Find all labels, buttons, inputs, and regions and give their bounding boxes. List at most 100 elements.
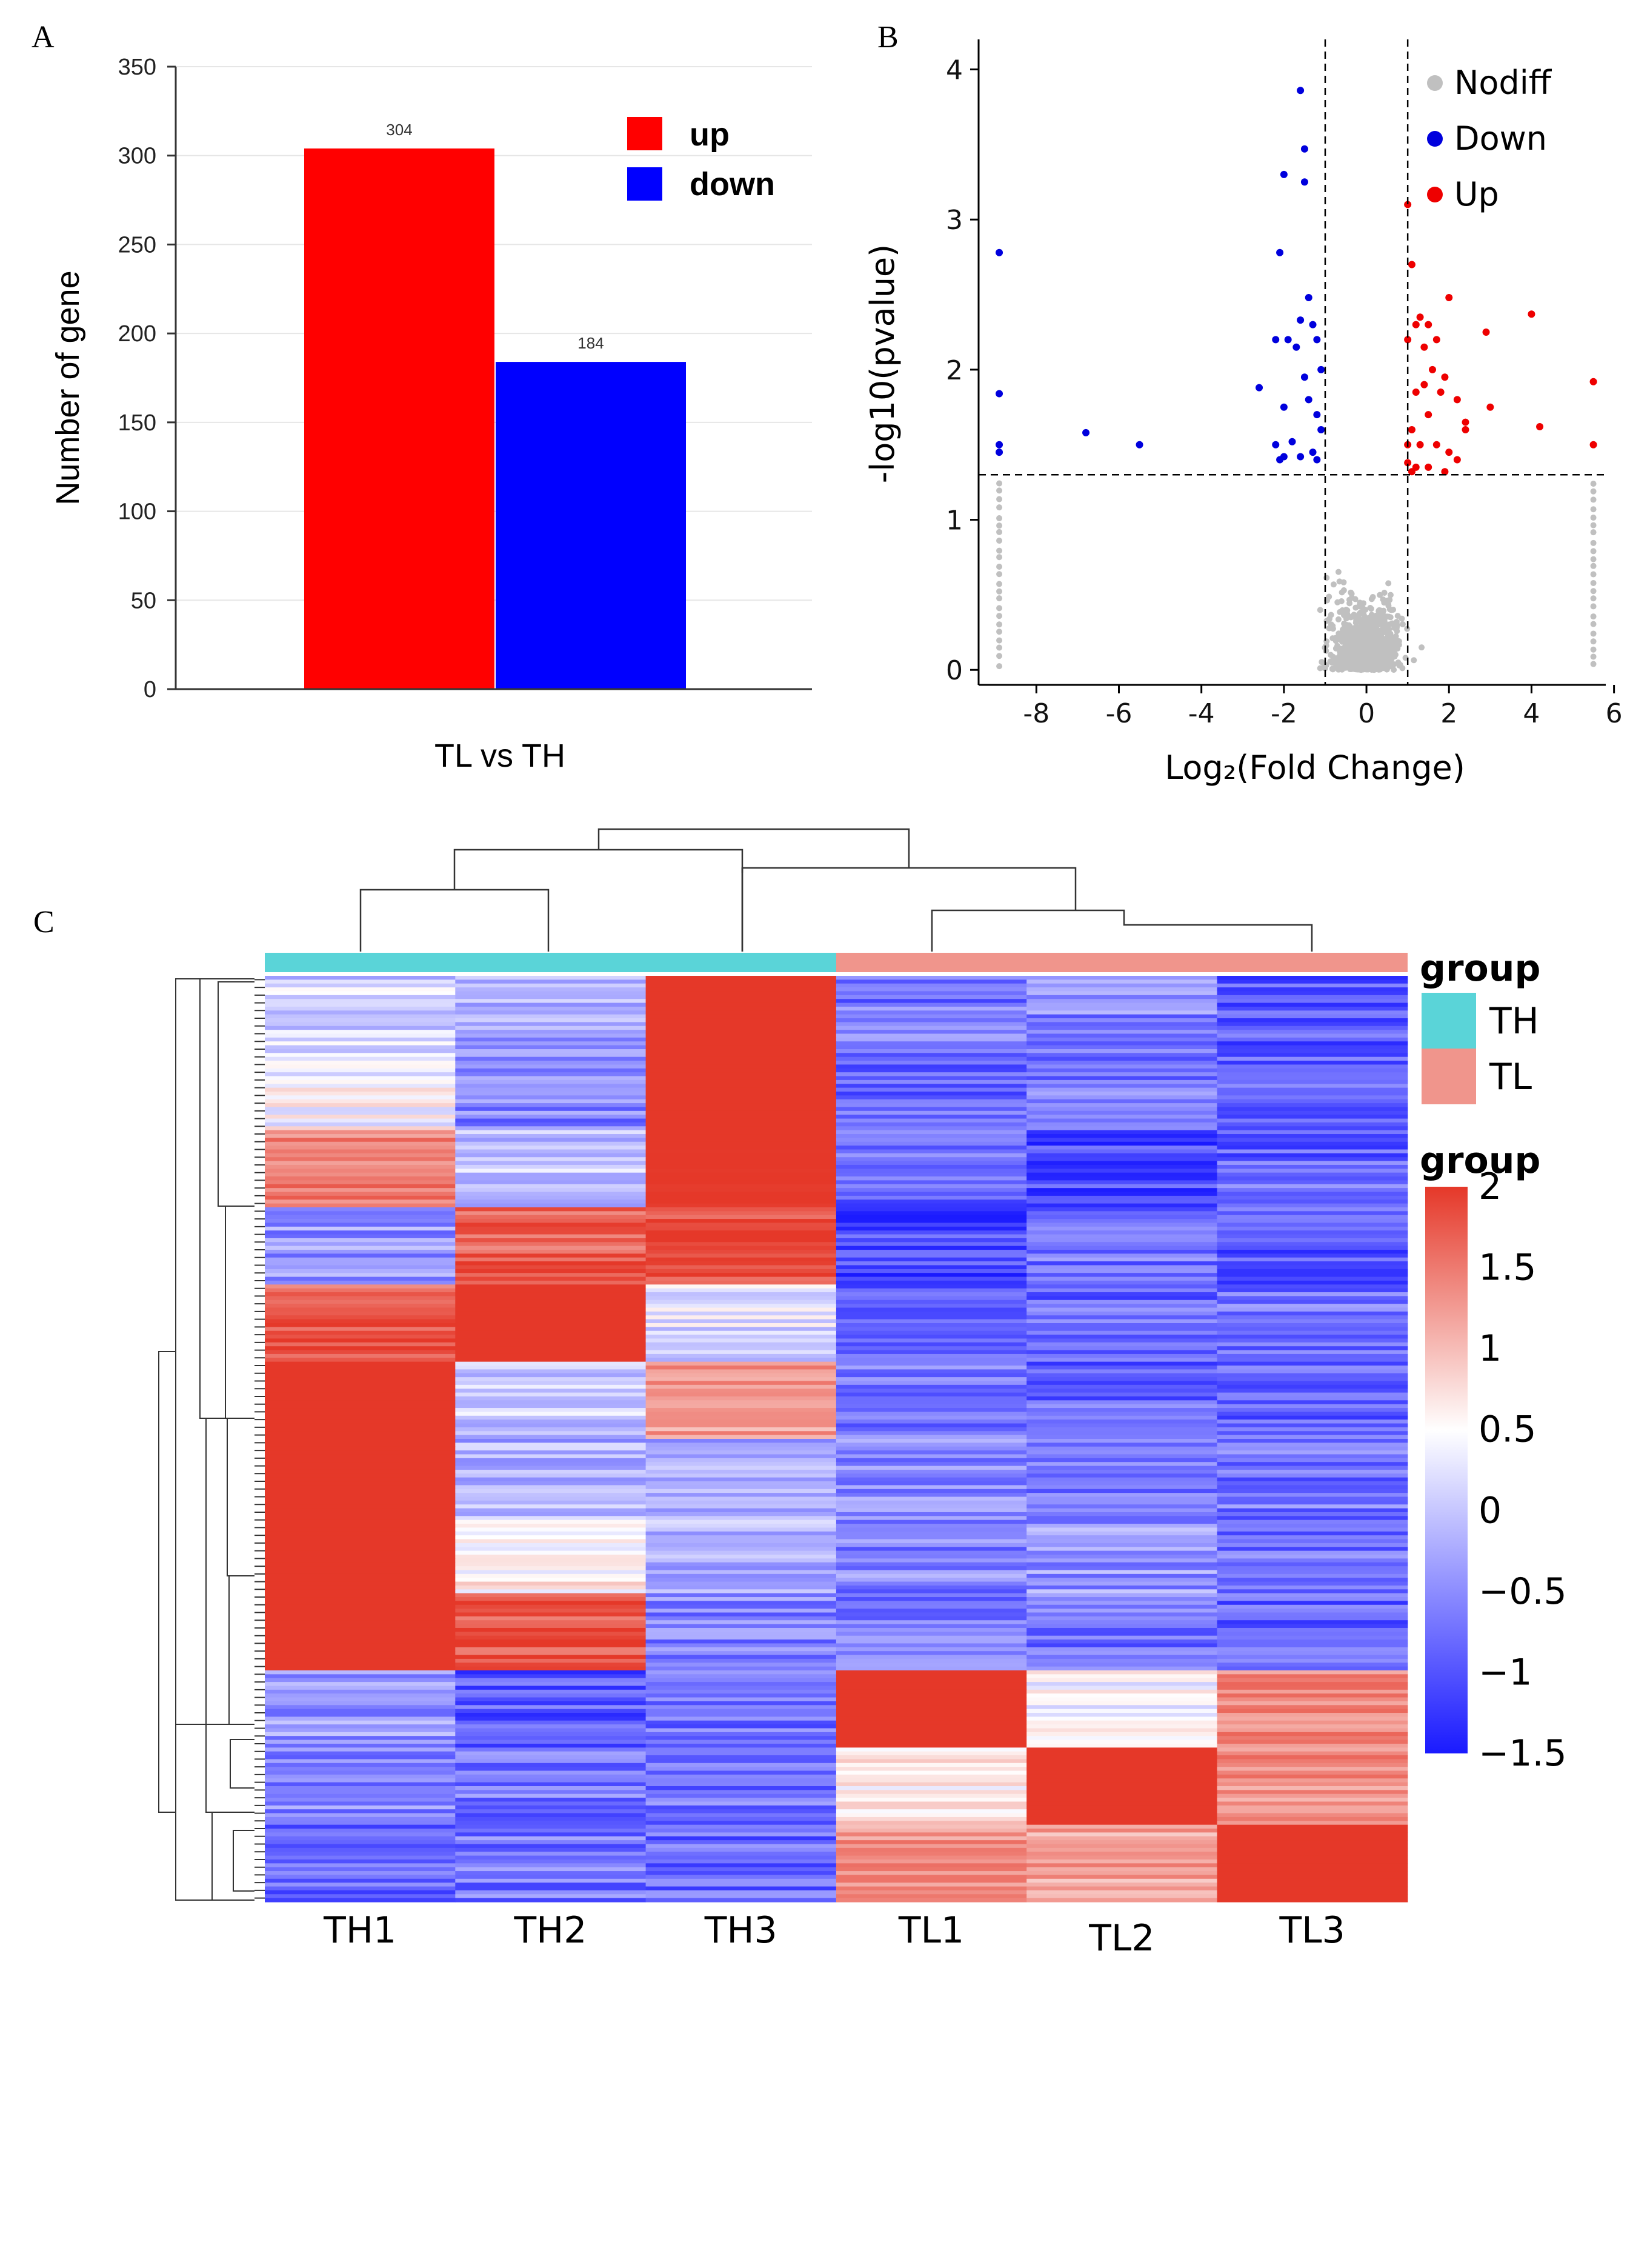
heatmap-cell: [265, 1485, 456, 1490]
heatmap-cell: [1217, 1663, 1408, 1667]
heatmap-cell: [265, 1276, 456, 1281]
heatmap-cell: [1217, 1616, 1408, 1621]
heatmap-cell: [1217, 1180, 1408, 1185]
heatmap-cell: [1026, 1176, 1218, 1181]
heatmap-cell: [836, 1462, 1027, 1467]
heatmap-cell: [1217, 1716, 1408, 1721]
heatmap-cell: [265, 1115, 456, 1119]
point-nodiff: [1419, 644, 1425, 651]
heatmap-cell: [645, 1288, 837, 1293]
heatmap-cell: [455, 1573, 647, 1578]
heatmap-cell: [455, 1527, 647, 1532]
heatmap-cell: [1217, 1581, 1408, 1586]
heatmap-cell: [645, 1211, 837, 1216]
heatmap-cell: [1026, 1253, 1218, 1258]
heatmap-cell: [265, 1099, 456, 1104]
heatmap-cell: [645, 1435, 837, 1439]
heatmap-cell: [1217, 1311, 1408, 1316]
heatmap-cell: [836, 1346, 1027, 1351]
heatmap-cell: [265, 1207, 456, 1212]
heatmap-cell: [1217, 1450, 1408, 1455]
heatmap-cell: [265, 1273, 456, 1278]
point-down: [1313, 456, 1321, 464]
point-up: [1462, 425, 1469, 433]
heatmap-cell: [645, 987, 837, 992]
heatmap-cell: [645, 1377, 837, 1382]
heatmap-cell: [836, 1573, 1027, 1578]
point-nodiff: [1590, 603, 1597, 610]
heatmap-cell: [836, 1585, 1027, 1590]
heatmap-cell: [1217, 1678, 1408, 1683]
heatmap-cell: [1217, 1207, 1408, 1212]
heatmap-cell: [265, 1678, 456, 1683]
point-nodiff: [1385, 580, 1392, 587]
heatmap-cell: [1026, 1450, 1218, 1455]
heatmap-cell: [836, 1072, 1027, 1077]
heatmap-cell: [1026, 1192, 1218, 1196]
heatmap-cell: [455, 1829, 647, 1833]
heatmap-cell: [836, 1130, 1027, 1135]
legend-down-dot: [1427, 131, 1443, 147]
point-nodiff: [1394, 637, 1400, 644]
heatmap-cell: [1026, 1103, 1218, 1108]
heatmap-cell: [1217, 1195, 1408, 1200]
heatmap-cell: [455, 1890, 647, 1895]
heatmap-cell: [1026, 1092, 1218, 1096]
heatmap-cell: [1026, 1358, 1218, 1362]
point-nodiff: [1590, 646, 1597, 653]
heatmap-cell: [1217, 1327, 1408, 1332]
point-nodiff: [1377, 592, 1383, 598]
heatmap-cell: [645, 1786, 837, 1790]
heatmap-cell: [455, 1593, 647, 1598]
heatmap-cell: [1026, 1033, 1218, 1038]
heatmap-cell: [1217, 1620, 1408, 1625]
point-nodiff: [1355, 615, 1362, 621]
heatmap-cell: [1026, 1496, 1218, 1501]
heatmap-cell: [455, 1875, 647, 1879]
heatmap-cell: [836, 1431, 1027, 1436]
heatmap-cell: [455, 1330, 647, 1335]
heatmap-cell: [455, 1238, 647, 1242]
heatmap-cell: [455, 1624, 647, 1629]
heatmap-cell: [1026, 1531, 1218, 1536]
heatmap-cell: [645, 1304, 837, 1309]
heatmap-cell: [1026, 1026, 1218, 1030]
heatmap-cell: [455, 1176, 647, 1181]
heatmap-cell: [265, 976, 456, 980]
heatmap-cell: [1026, 1396, 1218, 1401]
heatmap-cell: [265, 1026, 456, 1030]
point-nodiff: [1590, 588, 1597, 595]
heatmap-cell: [265, 1164, 456, 1169]
heatmap-cell: [1026, 1643, 1218, 1648]
heatmap-cell: [1217, 1743, 1408, 1748]
point-nodiff: [1337, 609, 1343, 615]
heatmap-cell: [455, 1724, 647, 1729]
heatmap-cell: [645, 983, 837, 988]
heatmap-cell: [836, 1821, 1027, 1826]
legend-up-label-b: Up: [1454, 175, 1499, 213]
heatmap-cell: [265, 1230, 456, 1235]
heatmap-cell: [265, 1138, 456, 1142]
heatmap-cell: [1026, 1493, 1218, 1498]
heatmap-cell: [265, 1616, 456, 1621]
heatmap-cell: [455, 1867, 647, 1872]
point-down: [1276, 456, 1284, 464]
heatmap-cell: [265, 1878, 456, 1883]
heatmap-cell: [455, 1728, 647, 1733]
volcano-y-tick-label: 0: [946, 655, 963, 686]
heatmap-cell: [836, 1384, 1027, 1389]
heatmap-cell: [836, 1446, 1027, 1451]
heatmap-cell: [455, 1805, 647, 1810]
heatmap-cell: [265, 1141, 456, 1146]
point-nodiff: [1345, 639, 1352, 645]
heatmap-cell: [1026, 1473, 1218, 1478]
heatmap-cell: [1026, 1226, 1218, 1231]
heatmap-cell: [1217, 1894, 1408, 1899]
heatmap-cell: [265, 1682, 456, 1687]
heatmap-cell: [1026, 1327, 1218, 1332]
group-legend-th-label: TH: [1489, 1000, 1539, 1042]
heatmap-cell: [455, 999, 647, 1004]
heatmap-cell: [645, 1099, 837, 1104]
heatmap-cell: [1026, 1867, 1218, 1872]
